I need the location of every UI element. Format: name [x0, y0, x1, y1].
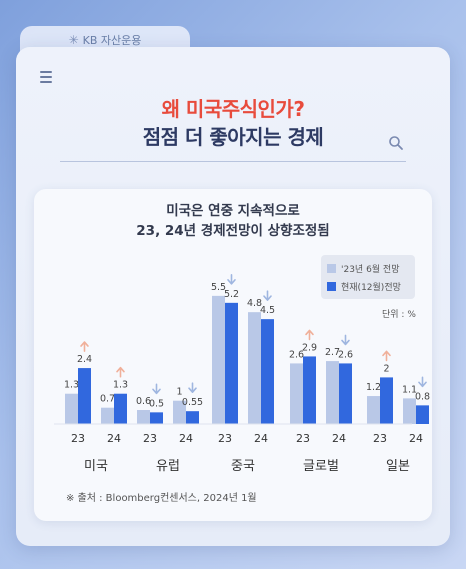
- chart-title-line-2: 23, 24년 경제전망이 상향조정됨: [136, 223, 330, 239]
- kb-logo-icon: ✳: [68, 33, 79, 47]
- data-label: 2.6: [289, 349, 304, 360]
- data-label: 1.3: [113, 380, 128, 391]
- group-label: 일본: [386, 459, 410, 474]
- down-arrow-icon: [418, 376, 427, 388]
- chart-legend: '23년 6월 전망 현재(12월)전망: [321, 255, 415, 299]
- source-note: ※ 출처 : Bloomberg컨센서스, 2024년 1월: [66, 493, 257, 504]
- group-label: 유럽: [156, 459, 180, 474]
- data-label: 2.9: [302, 342, 317, 353]
- data-label: 1.2: [366, 382, 381, 393]
- bar-chart: 1.3 2.4 23 0.7 1.3 24 미국 0.60.5 23 10.55 24 유럽 5.55.…: [54, 274, 430, 474]
- chart-title: 미국은 연중 지속적으로 23, 24년 경제전망이 상향조정됨: [34, 201, 432, 241]
- legend-item-june: '23년 6월 전망: [321, 259, 415, 277]
- bar-1-1-1: [186, 411, 199, 424]
- title-divider: [60, 161, 406, 162]
- bar-4-1-1: [416, 405, 429, 424]
- legend-swatch-current: [327, 281, 336, 291]
- data-label: 2.7: [325, 347, 340, 358]
- bar-1-0-1: [150, 412, 163, 424]
- data-label: 0.6: [136, 396, 151, 407]
- menu-icon[interactable]: [40, 71, 52, 86]
- bar-3-1-0: [326, 361, 339, 424]
- data-label: 0.7: [100, 394, 115, 405]
- bar-0-1-1: [114, 393, 127, 424]
- down-arrow-icon: [188, 382, 197, 393]
- data-label: 1.3: [64, 380, 79, 391]
- legend-swatch-june: [327, 263, 336, 273]
- data-label: 4.8: [247, 298, 262, 309]
- group-label: 미국: [84, 459, 108, 474]
- data-label: 1: [176, 387, 182, 398]
- bar-2-0-0: [212, 295, 225, 424]
- year-tick-label: 23: [218, 432, 232, 445]
- bar-4-0-1: [380, 377, 393, 424]
- down-arrow-icon: [227, 274, 236, 285]
- down-arrow-icon: [152, 383, 161, 395]
- year-tick-label: 23: [296, 432, 310, 445]
- year-tick-label: 23: [71, 432, 85, 445]
- bar-1-0-0: [137, 410, 150, 424]
- up-arrow-icon: [116, 366, 125, 378]
- bar-0-0-1: [78, 368, 91, 424]
- unit-label: 단위 : %: [382, 310, 416, 320]
- year-tick-label: 24: [332, 432, 346, 445]
- legend-item-current: 현재(12월)전망: [321, 277, 415, 295]
- bar-3-1-1: [339, 363, 352, 424]
- legend-label-june: '23년 6월 전망: [341, 264, 400, 275]
- bar-3-0-1: [303, 356, 316, 424]
- data-label: 0.55: [182, 397, 203, 408]
- page-title-question: 왜 미국주식인가?: [161, 97, 305, 121]
- data-label: 5.5: [211, 282, 226, 293]
- group-label: 중국: [231, 459, 255, 474]
- data-label: 0.8: [415, 391, 430, 402]
- down-arrow-icon: [263, 290, 272, 301]
- chart-title-line-1: 미국은 연중 지속적으로: [166, 203, 300, 219]
- data-label: 2.6: [338, 349, 353, 360]
- legend-label-current: 현재(12월)전망: [341, 282, 401, 293]
- chart-panel: 미국은 연중 지속적으로 23, 24년 경제전망이 상향조정됨 '23년 6월…: [34, 189, 432, 521]
- bar-2-1-0: [248, 312, 261, 424]
- year-tick-label: 24: [107, 432, 121, 445]
- bar-2-1-1: [261, 319, 274, 424]
- bar-3-0-0: [290, 363, 303, 424]
- bar-4-0-0: [367, 396, 380, 424]
- data-label: 1.1: [402, 384, 417, 395]
- brand-name: KB 자산운용: [82, 34, 142, 47]
- search-icon[interactable]: [388, 135, 404, 151]
- content-card: 왜 미국주식인가? 점점 더 좋아지는 경제 미국은 연중 지속적으로 23, …: [16, 47, 450, 546]
- bar-0-1-0: [101, 407, 114, 424]
- year-tick-label: 24: [254, 432, 268, 445]
- up-arrow-icon: [80, 341, 89, 352]
- up-arrow-icon: [305, 329, 314, 341]
- bar-4-1-0: [403, 398, 416, 424]
- group-label: 글로벌: [303, 459, 339, 474]
- bar-1-1-0: [173, 400, 186, 424]
- year-tick-label: 24: [409, 432, 423, 445]
- down-arrow-icon: [341, 334, 350, 346]
- data-label: 5.2: [224, 289, 239, 300]
- year-tick-label: 23: [373, 432, 387, 445]
- page-title-main: 점점 더 좋아지는 경제: [142, 125, 324, 149]
- data-label: 0.5: [149, 398, 164, 409]
- bar-0-0-0: [65, 393, 78, 424]
- year-tick-label: 23: [143, 432, 157, 445]
- data-label: 4.5: [260, 305, 275, 316]
- up-arrow-icon: [382, 350, 391, 362]
- year-tick-label: 24: [179, 432, 193, 445]
- data-label: 2.4: [77, 354, 92, 365]
- bar-2-0-1: [225, 302, 238, 424]
- data-label: 2: [383, 363, 389, 374]
